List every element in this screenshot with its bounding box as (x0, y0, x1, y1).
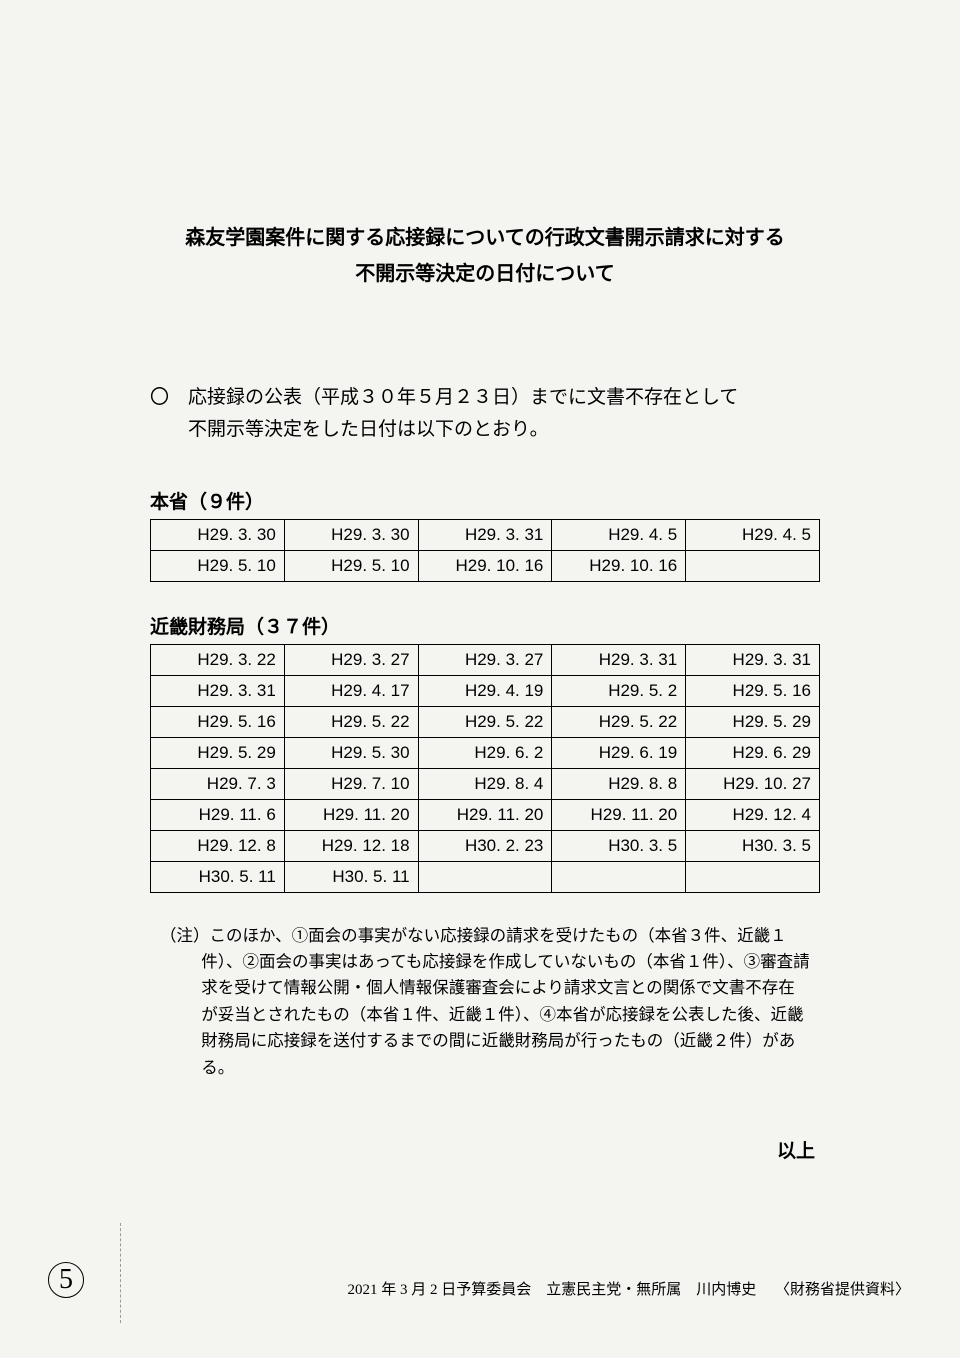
footer-text: 2021 年 3 月 2 日予算委員会 立憲民主党・無所属 川内博史 〈財務省提… (347, 1278, 910, 1299)
table-cell (418, 861, 552, 892)
table-row: H29. 5. 16H29. 5. 22H29. 5. 22H29. 5. 22… (151, 706, 820, 737)
table-cell: H29. 5. 30 (284, 737, 418, 768)
table-cell: H29. 8. 4 (418, 768, 552, 799)
table-cell: H29. 5. 16 (151, 706, 285, 737)
table-cell: H29. 5. 22 (284, 706, 418, 737)
table-cell: H29. 5. 10 (151, 550, 285, 581)
table-row: H29. 11. 6H29. 11. 20H29. 11. 20H29. 11.… (151, 799, 820, 830)
table-cell: H29. 3. 27 (284, 644, 418, 675)
table-cell: H30. 5. 11 (284, 861, 418, 892)
table-cell: H29. 5. 29 (151, 737, 285, 768)
note-paragraph: （注）このほか、①面会の事実がない応接録の請求を受けたもの（本省３件、近畿１件）… (150, 923, 820, 1081)
table-row: H29. 7. 3H29. 7. 10H29. 8. 4H29. 8. 8H29… (151, 768, 820, 799)
table-cell: H29. 4. 19 (418, 675, 552, 706)
table-cell: H30. 2. 23 (418, 830, 552, 861)
table-cell: H29. 7. 3 (151, 768, 285, 799)
table-cell: H29. 6. 29 (686, 737, 820, 768)
document-title: 森友学園案件に関する応接録についての行政文書開示請求に対する 不開示等決定の日付… (150, 220, 820, 292)
table-cell: H29. 3. 30 (284, 519, 418, 550)
table-row: H29. 5. 10H29. 5. 10H29. 10. 16H29. 10. … (151, 550, 820, 581)
table-cell: H29. 10. 16 (552, 550, 686, 581)
table-cell: H29. 4. 5 (552, 519, 686, 550)
table-cell: H29. 3. 30 (151, 519, 285, 550)
table-cell: H29. 7. 10 (284, 768, 418, 799)
footer-meeting: 2021 年 3 月 2 日予算委員会 立憲民主党・無所属 川内博史 (347, 1282, 756, 1298)
title-line-1: 森友学園案件に関する応接録についての行政文書開示請求に対する (150, 220, 820, 256)
table-cell: H29. 12. 18 (284, 830, 418, 861)
table-cell: H29. 5. 2 (552, 675, 686, 706)
table-cell: H30. 3. 5 (686, 830, 820, 861)
table-cell: H29. 3. 31 (686, 644, 820, 675)
table-cell: H29. 3. 31 (418, 519, 552, 550)
page-number: 5 (48, 1262, 84, 1298)
table2-header: 近畿財務局（３７件） (150, 612, 820, 639)
table-cell (686, 550, 820, 581)
table-cell (552, 861, 686, 892)
table-cell: H29. 4. 17 (284, 675, 418, 706)
table-cell: H29. 3. 31 (151, 675, 285, 706)
table-cell: H29. 12. 8 (151, 830, 285, 861)
table-cell: H29. 6. 2 (418, 737, 552, 768)
table-cell: H29. 3. 31 (552, 644, 686, 675)
lead-paragraph: 〇 応接録の公表（平成３０年５月２３日）までに文書不存在として 不開示等決定をし… (150, 382, 820, 447)
table-cell: H29. 5. 29 (686, 706, 820, 737)
table-row: H29. 3. 30H29. 3. 30H29. 3. 31H29. 4. 5H… (151, 519, 820, 550)
table-cell: H29. 12. 4 (686, 799, 820, 830)
table-row: H30. 5. 11H30. 5. 11 (151, 861, 820, 892)
table-cell: H30. 3. 5 (552, 830, 686, 861)
table-row: H29. 5. 29H29. 5. 30H29. 6. 2H29. 6. 19H… (151, 737, 820, 768)
table-cell: H29. 5. 22 (552, 706, 686, 737)
table-cell: H29. 11. 20 (284, 799, 418, 830)
table-cell: H29. 5. 10 (284, 550, 418, 581)
table-cell: H29. 5. 16 (686, 675, 820, 706)
table-honsho: H29. 3. 30H29. 3. 30H29. 3. 31H29. 4. 5H… (150, 519, 820, 582)
title-line-2: 不開示等決定の日付について (150, 256, 820, 292)
footer-divider (120, 1223, 121, 1323)
table-cell: H29. 3. 22 (151, 644, 285, 675)
closing-text: 以上 (150, 1136, 820, 1163)
footer-source: 〈財務省提供資料〉 (775, 1282, 910, 1298)
table-cell: H30. 5. 11 (151, 861, 285, 892)
table-cell: H29. 8. 8 (552, 768, 686, 799)
table-cell: H29. 11. 20 (418, 799, 552, 830)
table-cell: H29. 10. 27 (686, 768, 820, 799)
table-cell: H29. 4. 5 (686, 519, 820, 550)
table-cell: H29. 11. 6 (151, 799, 285, 830)
table-cell: H29. 6. 19 (552, 737, 686, 768)
table-cell (686, 861, 820, 892)
table-row: H29. 12. 8H29. 12. 18H30. 2. 23H30. 3. 5… (151, 830, 820, 861)
lead-line-1: 〇 応接録の公表（平成３０年５月２３日）までに文書不存在として (150, 382, 820, 414)
lead-line-2: 不開示等決定をした日付は以下のとおり。 (150, 414, 820, 446)
table-cell: H29. 10. 16 (418, 550, 552, 581)
table-kinki: H29. 3. 22H29. 3. 27H29. 3. 27H29. 3. 31… (150, 644, 820, 893)
table-cell: H29. 5. 22 (418, 706, 552, 737)
table-cell: H29. 3. 27 (418, 644, 552, 675)
table-row: H29. 3. 22H29. 3. 27H29. 3. 27H29. 3. 31… (151, 644, 820, 675)
note-text: （注）このほか、①面会の事実がない応接録の請求を受けたもの（本省３件、近畿１件）… (160, 923, 810, 1081)
table1-header: 本省（９件） (150, 487, 820, 514)
table-row: H29. 3. 31H29. 4. 17H29. 4. 19H29. 5. 2H… (151, 675, 820, 706)
table-cell: H29. 11. 20 (552, 799, 686, 830)
